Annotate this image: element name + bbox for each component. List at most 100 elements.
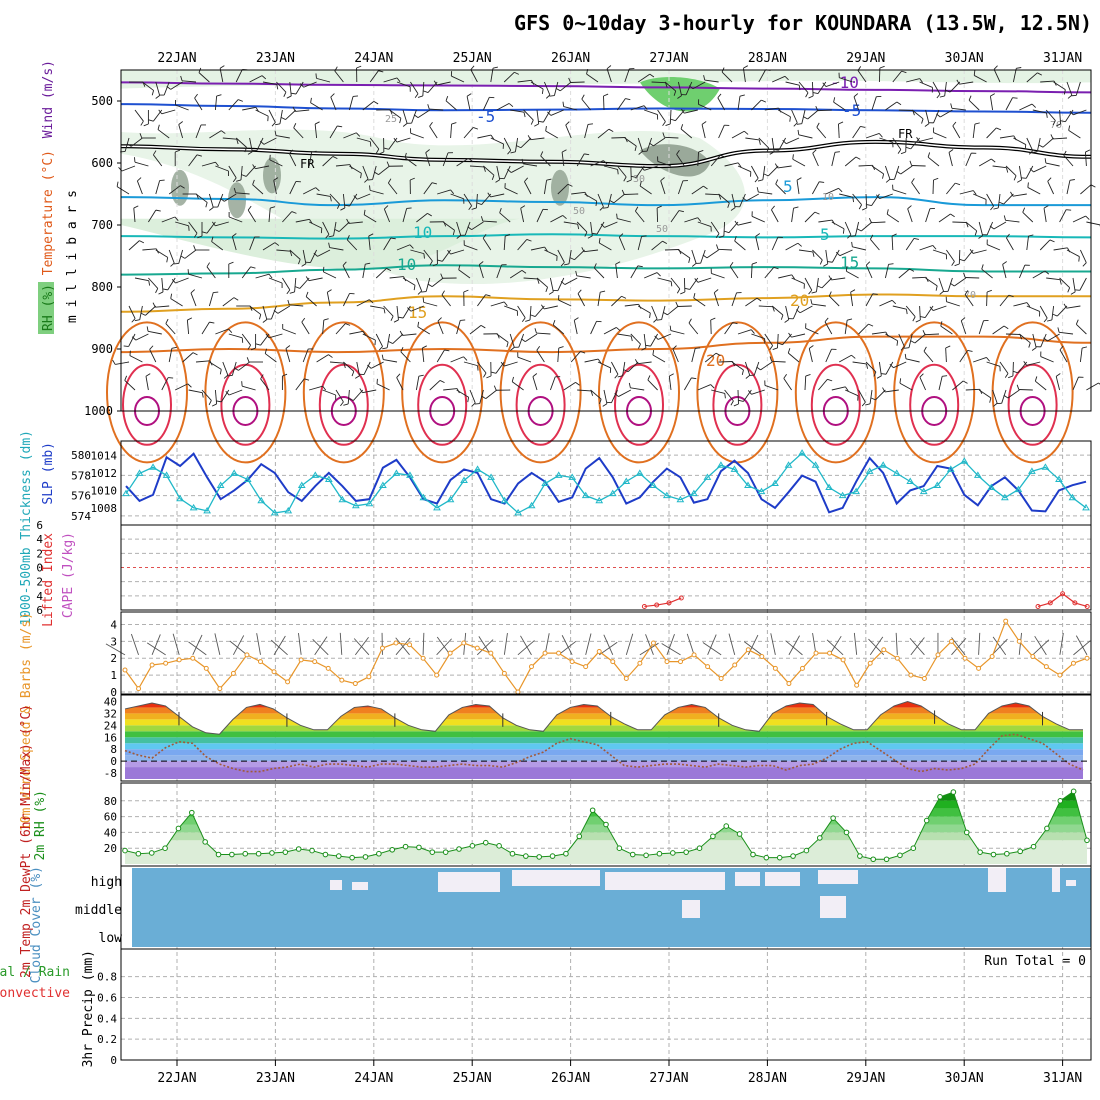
wind-barb [646,137,653,152]
wind-barb [724,322,733,335]
wind-barb [839,249,853,257]
wind-barb-flag [402,123,408,127]
wind-barb [853,96,860,111]
thickness-point [433,503,441,511]
wind-barb-flag [208,400,212,406]
thickness-point [1055,475,1063,482]
wind-barb-flag [761,99,767,103]
wind-barb [195,124,202,139]
wind-barb-flag [334,228,340,232]
wind-barb-flag [271,122,276,127]
rh-point [536,854,542,860]
wind-barb [295,81,304,95]
wind-barb [525,333,538,343]
wind-speed-point [339,677,345,683]
rh-point [576,833,583,840]
wind-barb-flag [369,141,372,147]
wind-barb-flag [1063,303,1067,309]
wind-barb-flag [590,390,594,396]
wind-barb [838,123,840,139]
wind-barb-flag [716,244,719,250]
wind-speed-point [1070,660,1076,666]
wind-barb-flag [480,216,484,222]
wind-barb-flag [780,314,784,320]
rh-band [125,832,1087,841]
wind-barb-flag [851,354,856,359]
cloud-gap [988,868,1006,892]
wind-barb-flag [697,217,702,222]
wind-barb-flag [968,95,972,101]
wind-barb [723,221,726,237]
wind-barb [850,292,854,307]
ua-ytick-label: 700 [91,218,113,232]
ylabel-millibars: m i l l i b a r s [65,190,80,323]
wind-barb-flag [842,228,845,234]
bottom-date-label: 23JAN [256,1071,295,1086]
wind-barb [1019,103,1033,111]
wind-barb [511,165,524,173]
rh-point [963,829,970,836]
wind-barb-flag [640,166,645,171]
wind-barb [944,81,947,96]
wind-barb [804,211,816,223]
chart-title: GFS 0~10day 3-hourly for KOUNDARA (13.5W… [514,11,1092,35]
wind-barb [599,242,612,251]
wind-barb-flag [684,287,690,290]
wind-barb-flag [868,323,874,327]
temp-line [124,700,1083,735]
wind-barb [134,109,144,122]
wind-barb-flag [603,160,608,165]
wind-barb [1012,193,1027,197]
wind-barb [785,242,799,251]
wind-barb [242,106,257,111]
wind-barb-flag [440,273,444,279]
wind-barb-flag [797,242,802,247]
wind-barb [846,270,859,279]
bottom-date-label: 25JAN [453,1071,492,1086]
wind-barb [1053,81,1066,91]
wind-barb-flag [680,124,684,130]
wind-barb-flag [311,150,317,153]
wind-barb-flag [660,177,665,182]
rh-point [736,831,743,837]
wind-speed-point [569,659,575,665]
wind-barb [175,383,188,391]
wind-barb [308,277,323,282]
wind-barb-flag [146,326,149,332]
wind-barb [630,333,641,345]
li-tick-label: 6 [36,604,43,617]
wind-barb [503,71,515,83]
wind-barb [597,361,611,369]
wind-barb-flag [773,149,779,151]
rh-point [242,850,249,857]
wind-barb-flag [773,266,779,270]
wind-barb [817,81,827,94]
wind-barb [295,218,310,223]
wind-barb [989,96,994,111]
rh-point [589,807,596,814]
wind-barb [142,81,154,91]
wind-barb [1055,376,1061,391]
wind-barb [828,295,840,307]
wind-barb [165,323,176,335]
rh-band [125,824,1087,833]
wind-barb [684,217,698,223]
wind-barb [817,109,832,112]
wind-barb [540,155,551,167]
ylabel-wind: Wind (m/s) [41,60,56,138]
wind-barb [721,71,733,83]
wind-barb-flag [882,173,885,179]
wind-speed-point [610,659,616,665]
wind-barb-flag [468,205,472,211]
temp-tick-label: 32 [104,707,117,720]
wind-barb-flag [322,385,327,391]
wind-barb [792,305,800,319]
wind-barb [1080,184,1092,195]
wind-barb-flag [812,149,817,154]
wind-barb [322,389,336,396]
wind-speed-point [1030,654,1036,660]
wind-barb-flag [702,254,708,259]
wind-barb [422,81,425,96]
wind-barb-flag [355,375,360,379]
wind-barb [771,305,784,316]
